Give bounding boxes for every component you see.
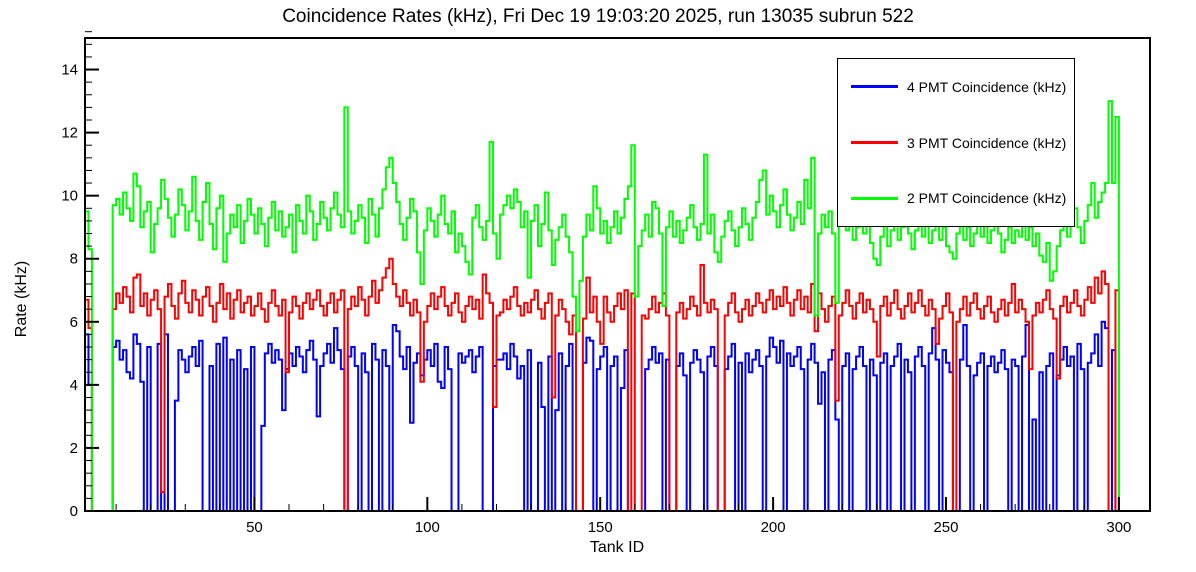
legend-entry-3pmt: 3 PMT Coincidence (kHz) xyxy=(838,115,1074,171)
legend-line-3pmt-icon xyxy=(851,141,898,144)
x-axis-label: Tank ID xyxy=(589,539,645,556)
x-tick-label: 50 xyxy=(246,519,263,536)
y-tick-label: 8 xyxy=(70,251,78,268)
y-tick-label: 2 xyxy=(70,440,78,457)
y-tick-label: 12 xyxy=(61,125,78,142)
legend-line-2pmt-icon xyxy=(851,196,898,200)
series-path-0 xyxy=(84,320,1140,512)
legend-box: 4 PMT Coincidence (kHz) 3 PMT Coincidenc… xyxy=(837,58,1075,227)
y-tick-label: 10 xyxy=(61,188,78,205)
legend-label-2pmt: 2 PMT Coincidence (kHz) xyxy=(907,190,1067,207)
x-tick-label: 150 xyxy=(588,519,613,536)
y-tick-label: 6 xyxy=(70,314,78,331)
x-tick-label: 200 xyxy=(761,519,786,536)
x-tick-label: 300 xyxy=(1106,519,1131,536)
series-path-2 xyxy=(84,100,1140,512)
legend-entry-4pmt: 4 PMT Coincidence (kHz) xyxy=(838,59,1074,115)
y-tick-label: 14 xyxy=(61,62,78,79)
chart-title: Coincidence Rates (kHz), Fri Dec 19 19:0… xyxy=(282,6,914,27)
x-tick-label: 250 xyxy=(933,519,958,536)
x-tick-label: 100 xyxy=(415,519,440,536)
legend-label-3pmt: 3 PMT Coincidence (kHz) xyxy=(907,134,1067,151)
y-tick-label: 0 xyxy=(70,503,78,520)
legend-label-4pmt: 4 PMT Coincidence (kHz) xyxy=(907,78,1067,95)
plot-frame xyxy=(84,37,1151,512)
legend-line-4pmt-icon xyxy=(851,85,898,89)
series-path-1 xyxy=(84,257,1140,512)
legend-entry-2pmt: 2 PMT Coincidence (kHz) xyxy=(838,170,1074,226)
y-tick-label: 4 xyxy=(70,377,78,394)
